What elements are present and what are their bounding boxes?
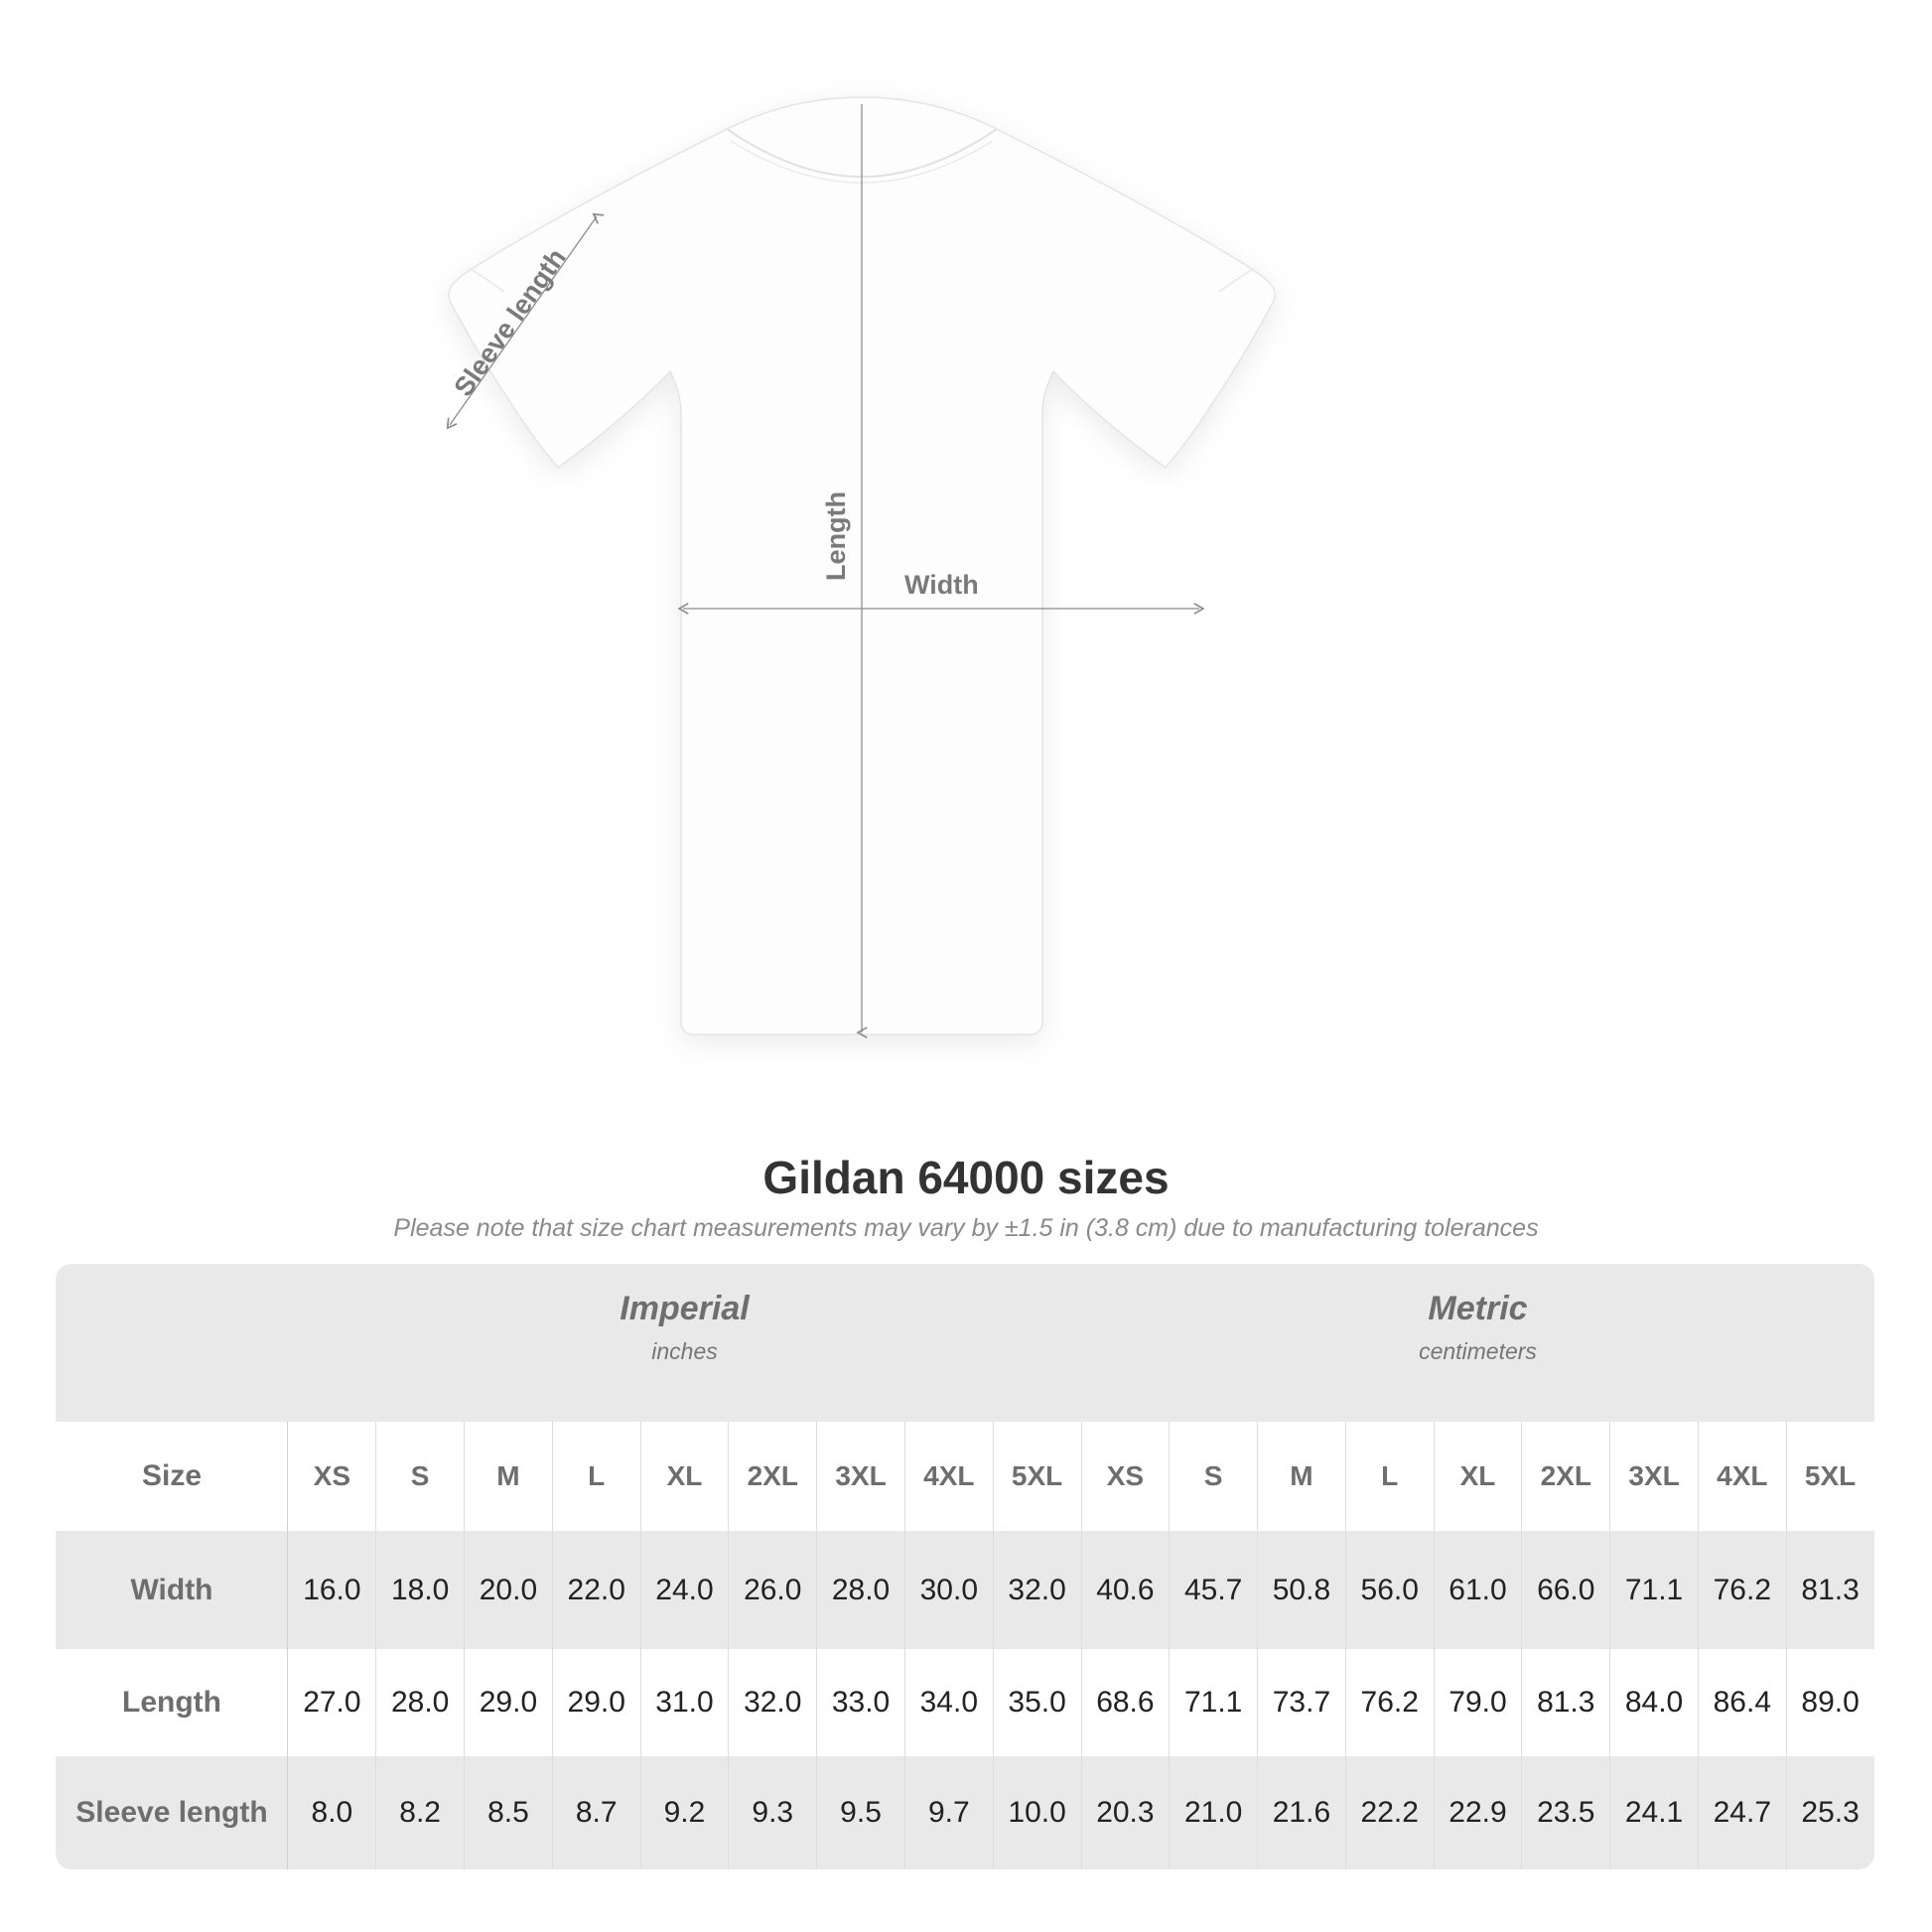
svg-text:Gildan 64000 sizes: Gildan 64000 sizes xyxy=(762,1152,1169,1203)
svg-text:Width: Width xyxy=(904,570,979,600)
svg-text:Length: Length xyxy=(821,491,851,581)
svg-text:Please note that size chart me: Please note that size chart measurements… xyxy=(393,1214,1538,1242)
